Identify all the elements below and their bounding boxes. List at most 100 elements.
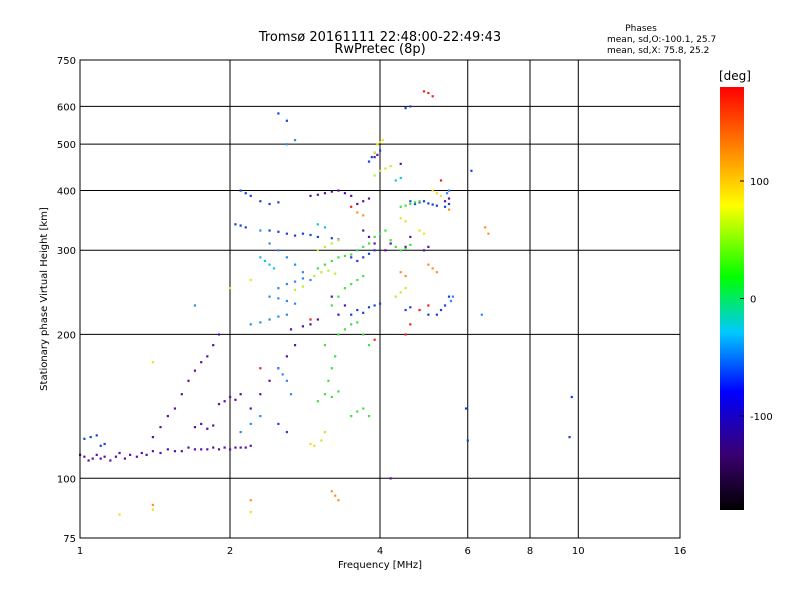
data-point bbox=[480, 313, 483, 316]
data-point bbox=[439, 194, 443, 197]
data-point bbox=[268, 379, 271, 382]
data-point bbox=[193, 304, 197, 307]
data-point bbox=[166, 448, 169, 451]
data-point bbox=[206, 448, 209, 451]
data-point bbox=[487, 232, 490, 235]
data-point bbox=[323, 393, 327, 396]
data-point bbox=[337, 256, 340, 259]
data-point bbox=[356, 278, 359, 282]
data-point bbox=[277, 367, 280, 370]
data-point bbox=[277, 297, 280, 300]
data-point bbox=[409, 243, 412, 246]
data-point bbox=[449, 299, 453, 303]
data-point bbox=[91, 457, 94, 460]
data-point bbox=[447, 189, 451, 192]
data-point bbox=[394, 179, 397, 182]
data-point bbox=[362, 311, 365, 314]
data-point bbox=[316, 249, 319, 252]
data-point bbox=[316, 400, 319, 403]
data-point bbox=[259, 414, 262, 418]
data-point bbox=[379, 149, 382, 152]
y-tick-label: 400 bbox=[57, 186, 76, 197]
data-point bbox=[367, 252, 371, 255]
data-point bbox=[285, 430, 288, 434]
data-point bbox=[404, 220, 407, 223]
stats-x-mode: mean, sd,X: 75.8, 25.2 bbox=[607, 46, 709, 56]
data-point bbox=[399, 291, 402, 294]
data-point bbox=[435, 204, 438, 207]
data-point bbox=[301, 271, 305, 274]
data-point bbox=[277, 249, 280, 252]
data-point bbox=[418, 200, 421, 203]
colorbar-tick-label: 0 bbox=[750, 295, 756, 306]
colorbar-label: [deg] bbox=[719, 69, 751, 83]
data-point bbox=[234, 398, 237, 401]
grid-lines bbox=[79, 59, 681, 539]
data-point bbox=[289, 328, 293, 331]
data-point bbox=[394, 245, 397, 248]
data-point bbox=[568, 435, 571, 439]
data-point bbox=[350, 282, 353, 286]
data-point bbox=[447, 197, 451, 200]
data-point bbox=[464, 407, 468, 410]
data-point bbox=[277, 230, 280, 233]
data-point bbox=[193, 448, 197, 451]
data-point bbox=[367, 344, 371, 347]
data-point bbox=[330, 490, 333, 493]
data-point bbox=[337, 239, 340, 242]
data-point bbox=[293, 288, 297, 291]
data-point bbox=[259, 367, 262, 370]
plot-frame bbox=[79, 59, 681, 539]
data-point bbox=[140, 451, 143, 455]
data-point bbox=[268, 263, 271, 266]
data-point bbox=[166, 414, 169, 418]
data-point bbox=[422, 232, 426, 235]
data-point bbox=[180, 450, 183, 453]
data-point bbox=[289, 393, 293, 396]
data-point bbox=[373, 151, 376, 154]
data-point bbox=[159, 451, 162, 455]
x-tick-label: 2 bbox=[227, 546, 233, 557]
data-point bbox=[422, 249, 426, 252]
data-point bbox=[404, 287, 407, 290]
data-point bbox=[439, 179, 443, 182]
data-point bbox=[431, 203, 434, 206]
data-point bbox=[337, 295, 340, 298]
x-tick-labels: 1 2 4 6 8 10 16 bbox=[77, 546, 687, 557]
data-point bbox=[123, 457, 126, 460]
data-point bbox=[212, 344, 215, 347]
data-point bbox=[447, 208, 451, 211]
data-point bbox=[350, 256, 353, 259]
data-point bbox=[229, 395, 232, 399]
data-point bbox=[151, 450, 155, 453]
y-tick-label: 300 bbox=[57, 246, 76, 257]
data-point bbox=[427, 91, 430, 95]
data-point bbox=[443, 205, 447, 208]
data-point bbox=[285, 355, 288, 358]
data-point bbox=[323, 344, 327, 347]
data-point bbox=[173, 407, 177, 410]
data-point bbox=[200, 422, 203, 426]
data-point bbox=[330, 242, 333, 245]
data-point bbox=[404, 274, 407, 278]
data-point bbox=[350, 323, 353, 326]
data-point bbox=[249, 444, 252, 447]
data-point bbox=[212, 446, 215, 449]
chart-subtitle: RwPretec (8p) bbox=[334, 42, 425, 57]
data-point bbox=[399, 162, 402, 165]
data-point bbox=[277, 422, 280, 426]
data-point bbox=[239, 189, 242, 192]
data-point bbox=[159, 426, 162, 429]
data-point bbox=[334, 355, 337, 358]
data-point bbox=[334, 272, 337, 275]
data-point bbox=[323, 245, 327, 248]
data-point bbox=[293, 280, 297, 283]
data-point bbox=[350, 313, 353, 316]
data-point bbox=[272, 267, 276, 270]
data-point bbox=[431, 267, 434, 270]
data-point bbox=[118, 451, 121, 455]
data-point bbox=[422, 90, 426, 93]
data-point bbox=[217, 448, 221, 451]
data-point bbox=[404, 308, 407, 312]
data-point bbox=[239, 224, 242, 227]
